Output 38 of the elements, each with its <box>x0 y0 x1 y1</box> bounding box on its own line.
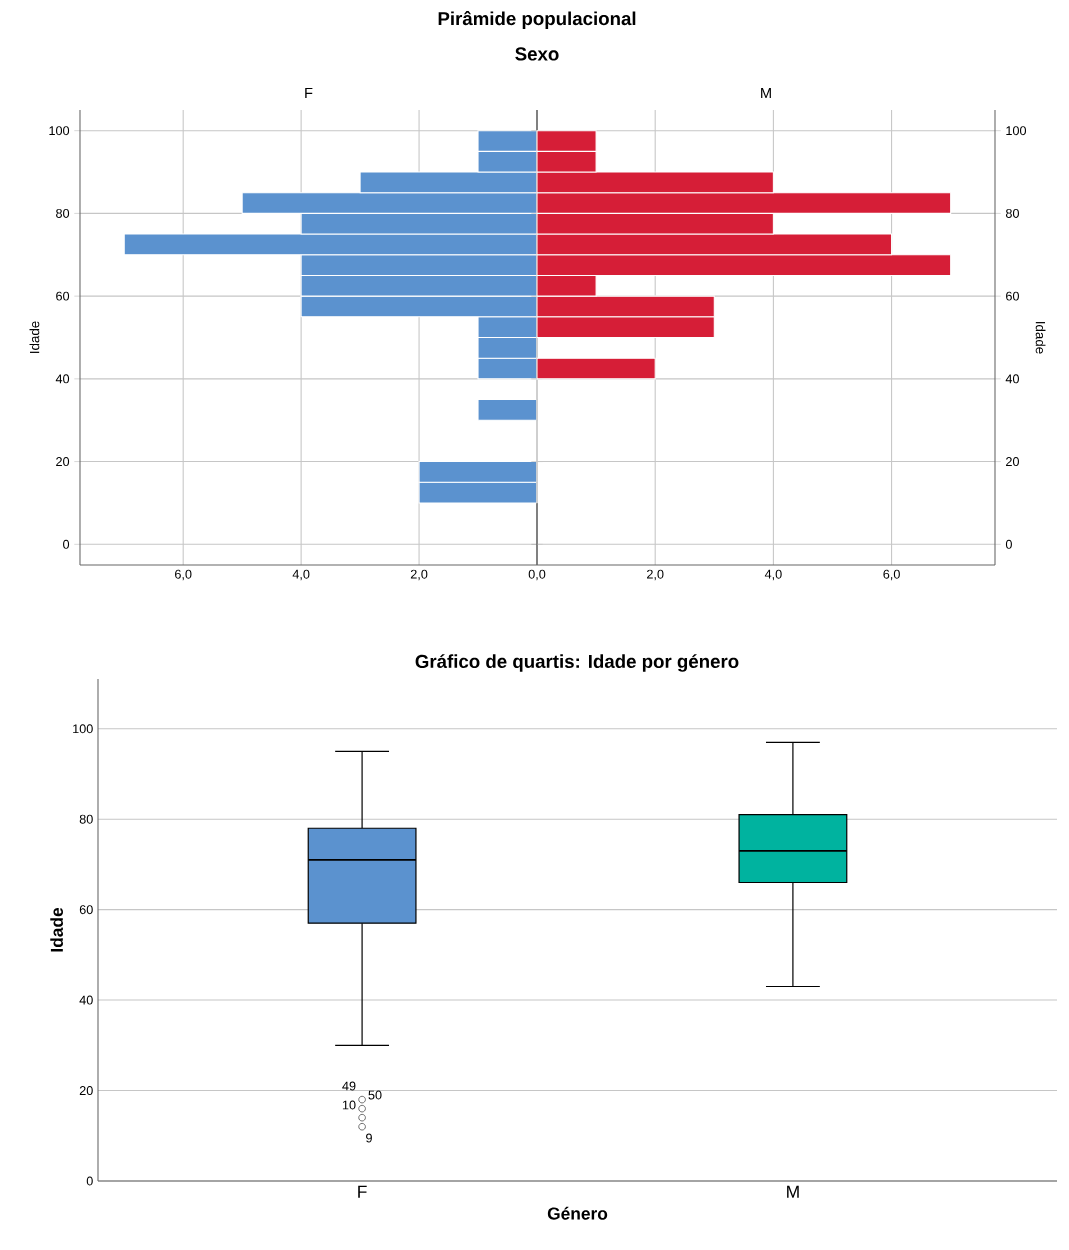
y-tick-label: 0 <box>63 539 70 549</box>
y-tick-label: 0 <box>86 1176 93 1186</box>
y-axis-title: Idade <box>29 321 40 353</box>
y-tick-label: 80 <box>79 814 93 824</box>
x-tick-label: 0,0 <box>528 569 546 581</box>
x-tick-label: 4,0 <box>764 569 782 581</box>
y-axis-title: Idade <box>1035 322 1046 354</box>
annotation: 50 <box>368 1090 382 1100</box>
y-tick-label: 40 <box>55 374 70 384</box>
x-tick-label: 2,0 <box>410 569 428 581</box>
y-tick-label: 60 <box>56 291 70 301</box>
x-tick-label: 6,0 <box>883 569 900 581</box>
y-tick-label: 40 <box>79 995 93 1005</box>
y-tick-label: 0 <box>1005 539 1012 549</box>
chart-title: Gráfico de quartis: Idade por género <box>415 654 739 672</box>
x-tick-label: 4,0 <box>292 569 310 581</box>
y-tick-label: 100 <box>1006 126 1027 136</box>
x-axis-title: Género <box>547 1206 608 1220</box>
y-tick-label: 20 <box>79 1086 93 1096</box>
y-tick-label: 60 <box>1006 291 1019 301</box>
x-tick-label: 6,0 <box>175 569 192 581</box>
y-tick-label: 40 <box>1005 374 1019 384</box>
chart-subtitle: Sexo <box>515 47 559 61</box>
y-tick-label: 80 <box>56 208 70 218</box>
chart-title: Pirâmide populacional <box>438 11 636 29</box>
text: F <box>305 87 313 99</box>
y-axis-title: Idade <box>50 907 63 952</box>
y-tick-label: 80 <box>1005 208 1019 218</box>
annotation: 9 <box>366 1133 372 1143</box>
y-tick-label: 20 <box>56 457 70 467</box>
x-tick-label: 2,0 <box>647 569 664 581</box>
y-tick-label: 100 <box>49 126 70 136</box>
y-tick-label: 20 <box>1006 457 1019 467</box>
annotation: 49 <box>342 1081 356 1091</box>
annotation: 10 <box>342 1100 356 1110</box>
text: M <box>761 87 771 99</box>
y-tick-label: 60 <box>79 905 93 915</box>
y-tick-label: 100 <box>73 724 93 734</box>
